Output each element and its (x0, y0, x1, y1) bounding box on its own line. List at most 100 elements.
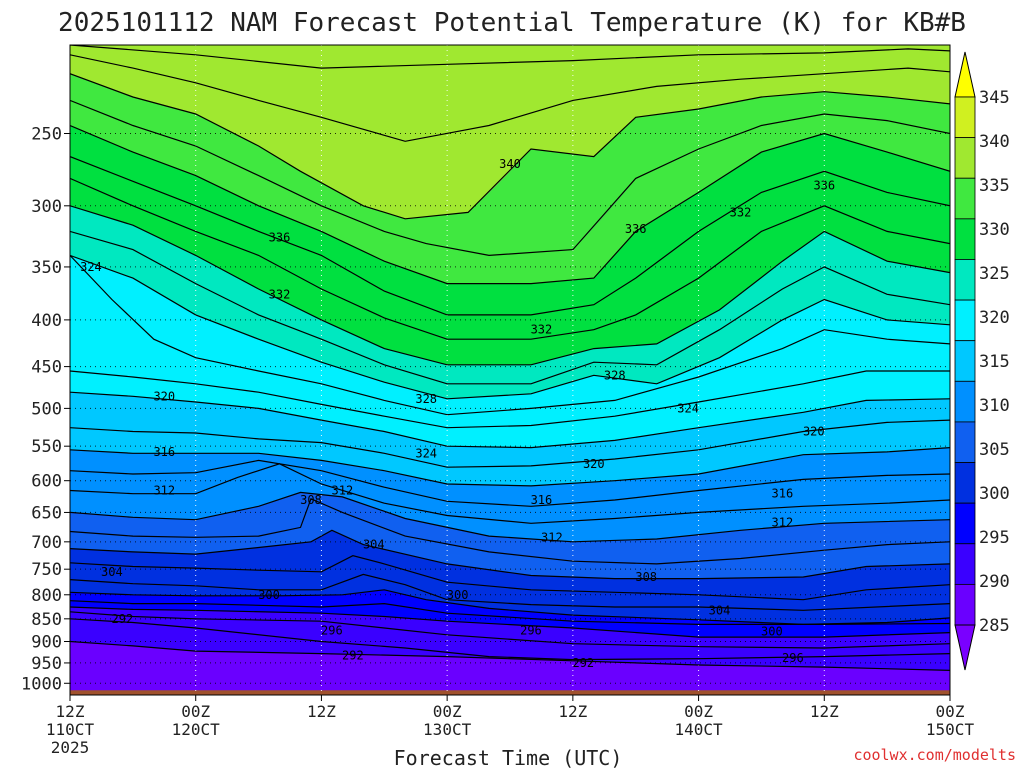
colorbar-label: 290 (979, 572, 1010, 592)
colorbar-swatch (954, 96, 976, 139)
band-314 (70, 447, 950, 507)
contour-label: 316 (772, 487, 794, 501)
colorbar-swatch (954, 583, 976, 626)
contour-label: 324 (415, 446, 437, 460)
isentrope-300 (70, 589, 950, 626)
x-tick-label: 130CT (423, 720, 472, 739)
colorbar-label: 340 (979, 132, 1010, 152)
band-332 (70, 156, 950, 340)
x-tick-label: 12Z (558, 702, 587, 721)
contour-label: 296 (520, 623, 542, 637)
isentrope-344 (70, 45, 950, 69)
y-tick-label: 1000 (21, 674, 62, 694)
contour-label: 320 (153, 389, 175, 403)
isentrope-294 (70, 611, 950, 649)
isentrope-326 (70, 254, 950, 400)
contour-label: 292 (112, 612, 134, 626)
y-tick-label: 400 (31, 311, 62, 331)
isentrope-316 (70, 447, 950, 487)
colorbar-label: 330 (979, 220, 1010, 240)
colorbar-label: 295 (979, 528, 1010, 548)
y-tick-label: 350 (31, 258, 62, 278)
colorbar-swatch (954, 502, 976, 545)
isentrope-340 (70, 73, 950, 220)
colorbar-label: 300 (979, 484, 1010, 504)
band-310 (70, 463, 950, 542)
isentrope-308 (70, 497, 950, 565)
x-tick-label: 150CT (926, 720, 975, 739)
band-324 (70, 255, 950, 415)
colorbar-swatch (954, 177, 976, 220)
contour-label: 308 (300, 493, 322, 507)
colorbar-label: 345 (979, 88, 1010, 108)
band-330 (70, 178, 950, 365)
isentrope-298 (70, 600, 950, 625)
y-tick-label: 300 (31, 197, 62, 217)
band-336 (70, 100, 950, 284)
band-292 (70, 611, 950, 660)
contour-label: 328 (415, 392, 437, 406)
band-306 (70, 498, 950, 579)
colorbar-swatch (954, 340, 976, 382)
y-tick-label: 500 (31, 399, 62, 419)
contour-label: 316 (531, 493, 553, 507)
contour-label: 296 (321, 623, 343, 637)
band-338 (70, 73, 950, 256)
x-tick-label: 12Z (56, 702, 85, 721)
band-344 (70, 45, 950, 69)
x-tick-label: 00Z (181, 702, 210, 721)
isentrope-290 (70, 640, 950, 671)
contour-label: 308 (635, 570, 657, 584)
x-axis-title: Forecast Time (UTC) (394, 746, 623, 768)
isentrope-318 (70, 419, 950, 468)
colorbar-swatch (954, 137, 976, 179)
band-320 (70, 371, 950, 448)
contour-label: 300 (258, 588, 280, 602)
contour-label: 324 (80, 260, 102, 274)
band-312 (70, 460, 950, 524)
contour-label: 340 (499, 157, 521, 171)
band-290 (70, 618, 950, 671)
contour-label: 292 (342, 648, 364, 662)
colorbar-label: 335 (979, 176, 1010, 196)
isentrope-304 (70, 555, 950, 601)
contour-label: 300 (761, 625, 783, 639)
contour-label: 312 (153, 483, 175, 497)
contour-label: 300 (447, 588, 469, 602)
isentrope-314 (70, 459, 950, 507)
y-tick-label: 450 (31, 358, 62, 378)
contour-label: 312 (772, 516, 794, 530)
colorbar-label: 320 (979, 308, 1010, 328)
colorbar-label: 285 (979, 616, 1010, 636)
contour-label: 304 (709, 603, 731, 617)
isentrope-336 (70, 124, 950, 285)
y-tick-label: 250 (31, 124, 62, 144)
isentrope-292 (70, 618, 950, 661)
isentrope-322 (70, 370, 950, 429)
x-tick-label: 120CT (172, 720, 221, 739)
isentrope-lines (70, 45, 950, 671)
contour-label: 328 (604, 368, 626, 382)
isentrope-296 (70, 606, 950, 638)
isentrope-324 (70, 254, 950, 416)
x-tick-label: 00Z (936, 702, 965, 721)
colorbar-swatch (954, 299, 976, 342)
grid-lines (69, 45, 951, 695)
isentrope-334 (70, 156, 950, 316)
colorbar-swatch (954, 543, 976, 585)
y-tick-label: 700 (31, 533, 62, 553)
colorbar-swatch (954, 380, 976, 423)
contour-label: 304 (101, 565, 123, 579)
isentrope-312 (70, 463, 950, 524)
ground-surface (70, 690, 950, 695)
contour-label: 324 (677, 401, 699, 415)
y-tick-label: 550 (31, 437, 62, 457)
y-tick-label: 800 (31, 586, 62, 606)
colorbar-label: 310 (979, 396, 1010, 416)
band-322 (70, 255, 950, 428)
contour-label: 292 (572, 656, 594, 670)
colorbar-swatch (954, 421, 976, 463)
